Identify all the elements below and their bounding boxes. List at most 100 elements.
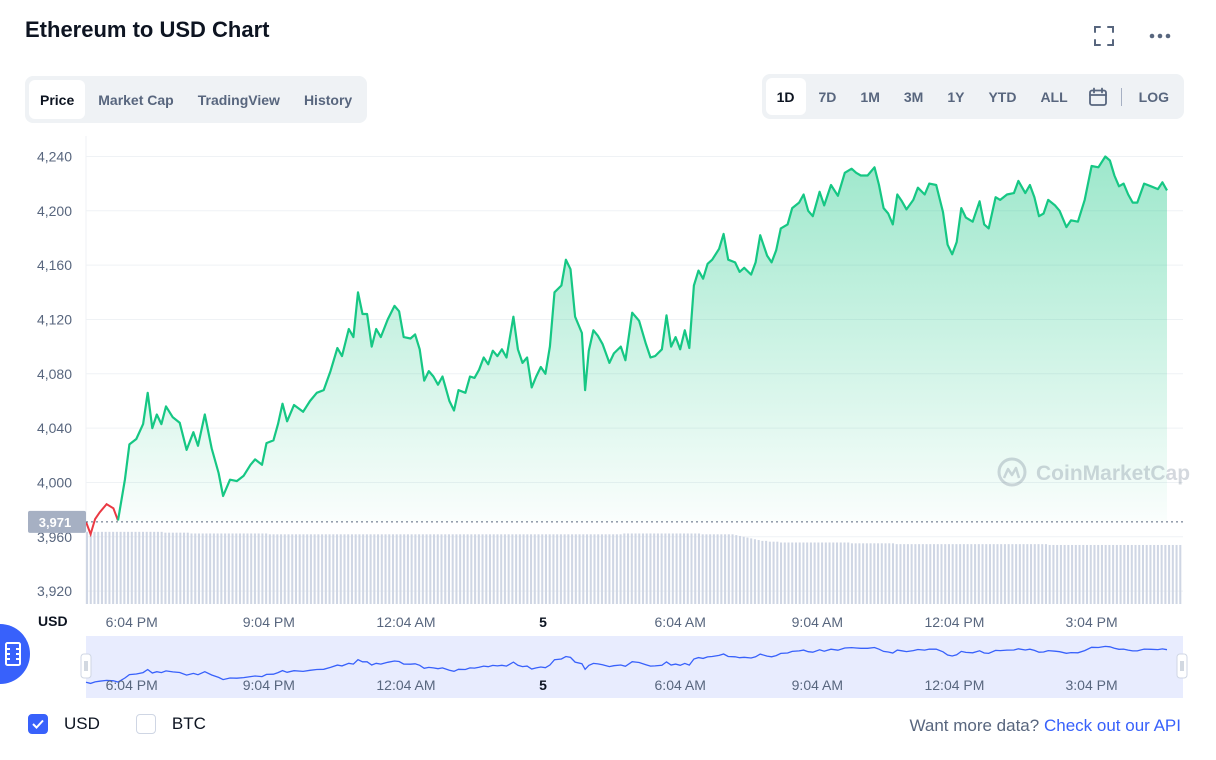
volume-bar	[552, 534, 555, 604]
api-link[interactable]: Check out our API	[1043, 716, 1181, 735]
volume-bar	[1033, 544, 1036, 604]
range-ytd[interactable]: YTD	[988, 88, 1017, 105]
volume-bar	[888, 543, 891, 604]
volume-bar	[854, 543, 857, 604]
volume-bar	[727, 534, 730, 604]
range-navigator[interactable]: 6:04 PM 9:04 PM 12:04 AM 5 6:04 AM 9:04 AM 12:…	[80, 636, 1188, 698]
volume-bar	[1108, 544, 1111, 604]
volume-bar	[608, 534, 611, 604]
volume-bar	[515, 534, 518, 604]
volume-bar	[280, 534, 283, 604]
navigator-selection[interactable]	[86, 636, 1183, 698]
volume-bar	[1044, 544, 1047, 604]
y-tick-labels: 4,2404,2004,1604,1204,0804,0404,0003,960…	[37, 148, 72, 599]
volume-bar	[563, 534, 566, 604]
volume-bar	[933, 544, 936, 604]
volume-bar	[220, 533, 223, 604]
volume-bar	[843, 542, 846, 604]
range-all[interactable]: ALL	[1040, 88, 1068, 105]
volume-bar	[694, 533, 697, 604]
volume-bar	[257, 533, 260, 604]
tab-tradingview[interactable]: TradingView	[197, 91, 280, 108]
volume-bar	[86, 531, 89, 604]
volume-bar	[832, 542, 835, 604]
volume-bar	[877, 543, 880, 604]
volume-bar	[574, 534, 577, 604]
volume-bar	[746, 537, 749, 604]
volume-bar	[1037, 544, 1040, 604]
tab-history[interactable]: History	[303, 91, 353, 108]
range-3m[interactable]: 3M	[903, 88, 924, 105]
volume-bar	[391, 534, 395, 604]
volume-bar	[753, 539, 756, 604]
tab-market-cap[interactable]: Market Cap	[98, 91, 174, 108]
btc-checkbox-option[interactable]: BTC	[135, 714, 206, 734]
range-7d[interactable]: 7D	[818, 88, 837, 105]
volume-bar	[955, 544, 958, 604]
volume-bar	[403, 534, 406, 604]
range-1m[interactable]: 1M	[860, 88, 880, 105]
calendar-icon[interactable]	[1081, 78, 1115, 115]
volume-bar	[697, 533, 700, 604]
navigator-right-handle[interactable]	[1176, 653, 1188, 679]
volume-bar	[701, 534, 704, 604]
volume-bar	[959, 544, 962, 604]
volume-bar	[272, 534, 275, 604]
usd-checkbox[interactable]	[28, 714, 48, 734]
volume-bar	[145, 531, 148, 604]
volume-bar	[500, 534, 503, 604]
volume-bar	[119, 531, 122, 604]
volume-bar	[1007, 544, 1010, 604]
volume-bars	[86, 531, 1182, 604]
volume-bar	[1138, 544, 1141, 604]
volume-bar	[1000, 544, 1003, 604]
volume-bar	[164, 532, 167, 604]
volume-bar	[880, 543, 883, 604]
volume-bar	[123, 531, 126, 604]
price-chart[interactable]: 4,2404,2004,1604,1204,0804,0404,0003,960…	[0, 130, 1216, 702]
currency-axis-label: USD	[38, 613, 68, 629]
navigator-left-handle[interactable]	[80, 653, 92, 679]
log-scale-toggle[interactable]: LOG	[1138, 88, 1169, 105]
volume-bar	[1056, 544, 1059, 604]
more-icon[interactable]	[1148, 24, 1172, 48]
volume-bar	[242, 533, 245, 604]
chart-tabs: Price Market Cap TradingView History	[25, 76, 368, 123]
volume-bar	[683, 533, 686, 604]
volume-bar	[996, 544, 999, 604]
volume-bar	[1145, 544, 1148, 604]
volume-bar	[253, 533, 256, 604]
volume-bar	[649, 533, 652, 604]
volume-bar	[324, 534, 327, 604]
range-1y[interactable]: 1Y	[947, 88, 965, 105]
btc-checkbox[interactable]	[135, 714, 156, 734]
fullscreen-icon[interactable]	[1092, 24, 1116, 48]
x-tick-label: 12:04 PM	[924, 614, 984, 630]
volume-bar	[194, 533, 197, 604]
volume-bar	[731, 534, 734, 604]
volume-bar	[1097, 544, 1100, 604]
volume-bar	[354, 534, 357, 604]
volume-bar	[544, 534, 548, 604]
volume-bar	[738, 535, 742, 604]
volume-bar	[1059, 544, 1062, 604]
volume-bar	[578, 534, 581, 604]
volume-bar	[466, 534, 469, 604]
range-1d[interactable]: 1D	[765, 78, 806, 115]
volume-bar	[899, 544, 902, 604]
y-tick-label: 4,080	[37, 366, 72, 382]
volume-bar	[675, 533, 678, 604]
tab-price[interactable]: Price	[29, 80, 86, 119]
usd-checkbox-option[interactable]: USD	[28, 714, 100, 734]
navigator-tick-label: 3:04 PM	[1066, 677, 1118, 693]
volume-bar	[1078, 544, 1081, 604]
volume-bar	[619, 534, 622, 604]
volume-bar	[104, 531, 107, 604]
volume-bar	[1067, 544, 1070, 604]
volume-bar	[850, 543, 853, 604]
volume-bar	[798, 542, 801, 604]
volume-bar	[190, 533, 193, 604]
volume-bar	[582, 534, 585, 604]
volume-bar	[410, 534, 413, 604]
volume-bar	[1022, 544, 1025, 604]
